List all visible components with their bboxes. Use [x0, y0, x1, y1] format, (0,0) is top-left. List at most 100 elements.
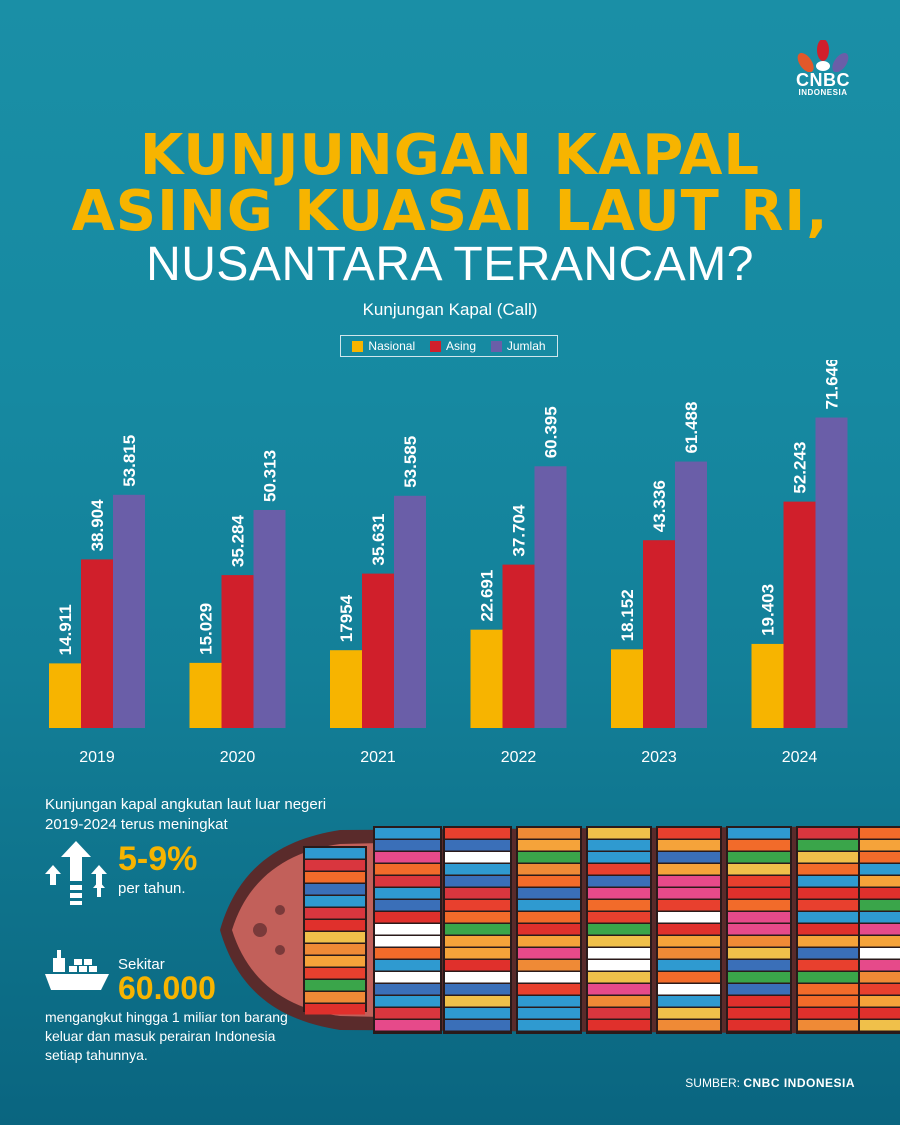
- container: [728, 864, 790, 875]
- brand-sub: INDONESIA: [798, 88, 848, 97]
- container: [445, 840, 510, 851]
- data-label-jumlah-2023: 61.488: [682, 402, 701, 454]
- container: [728, 888, 790, 899]
- container: [518, 948, 580, 959]
- data-label-nasional-2023: 18.152: [618, 589, 637, 641]
- container: [445, 864, 510, 875]
- container: [518, 864, 580, 875]
- container: [375, 996, 440, 1007]
- bar-asing-2019: [81, 559, 113, 728]
- container: [860, 900, 900, 911]
- container: [658, 984, 720, 995]
- data-label-jumlah-2024: 71.646: [823, 360, 842, 410]
- bar-nasional-2022: [470, 629, 503, 728]
- container: [375, 924, 440, 935]
- container: [375, 900, 440, 911]
- container: [588, 828, 650, 839]
- source-label: SUMBER:: [685, 1076, 740, 1090]
- container: [728, 852, 790, 863]
- container: [305, 968, 365, 979]
- container: [305, 896, 365, 907]
- container: [518, 876, 580, 887]
- data-label-asing-2019: 38.904: [88, 499, 107, 552]
- cargo-note: mengangkut hingga 1 miliar ton barang ke…: [45, 1009, 288, 1063]
- container: [728, 1020, 790, 1031]
- container: [658, 912, 720, 923]
- growth-rate-unit: per tahun.: [118, 880, 186, 897]
- container: [375, 852, 440, 863]
- bar-nasional-2019: [49, 663, 81, 728]
- container: [375, 864, 440, 875]
- container: [518, 996, 580, 1007]
- container: [375, 912, 440, 923]
- container: [445, 828, 510, 839]
- container: [728, 828, 790, 839]
- container: [588, 984, 650, 995]
- container: [445, 996, 510, 1007]
- container: [728, 876, 790, 887]
- container: [658, 840, 720, 851]
- container: [658, 888, 720, 899]
- bar-asing-2023: [643, 540, 675, 728]
- data-label-jumlah-2021: 53.585: [401, 436, 420, 488]
- container: [658, 828, 720, 839]
- container: [860, 924, 900, 935]
- bar-nasional-2024: [751, 643, 784, 728]
- container: [375, 840, 440, 851]
- source-value: CNBC INDONESIA: [743, 1076, 855, 1090]
- data-label-asing-2023: 43.336: [650, 480, 669, 532]
- container: [798, 840, 860, 851]
- data-label-asing-2020: 35.284: [229, 515, 248, 568]
- container: [798, 852, 860, 863]
- container: [588, 996, 650, 1007]
- container: [375, 888, 440, 899]
- container: [728, 996, 790, 1007]
- container: [445, 876, 510, 887]
- bar-jumlah-2023: [675, 461, 707, 728]
- container: [860, 936, 900, 947]
- x-tick-label-2020: 2020: [220, 749, 256, 766]
- container: [860, 972, 900, 983]
- container: [860, 948, 900, 959]
- container: [445, 900, 510, 911]
- container: [798, 948, 860, 959]
- container: [798, 972, 860, 983]
- container: [375, 876, 440, 887]
- container: [305, 980, 365, 991]
- growth-note: Kunjungan kapal angkutan laut luar neger…: [45, 796, 327, 833]
- legend-label-nasional: Nasional: [368, 339, 416, 353]
- container: [518, 1020, 580, 1031]
- bar-asing-2024: [783, 501, 816, 728]
- container: [658, 972, 720, 983]
- container: [375, 984, 440, 995]
- container: [445, 936, 510, 947]
- container: [445, 852, 510, 863]
- data-label-nasional-2021: 17954: [337, 594, 356, 642]
- container: [588, 840, 650, 851]
- container: [798, 984, 860, 995]
- x-tick-label-2021: 2021: [360, 749, 396, 766]
- container: [728, 912, 790, 923]
- x-tick-label-2024: 2024: [782, 749, 818, 766]
- growth-arrows-icon: [45, 841, 107, 905]
- container: [305, 1004, 365, 1015]
- container: [518, 912, 580, 923]
- container: [798, 912, 860, 923]
- deck-winch: [253, 923, 267, 937]
- container: [518, 852, 580, 863]
- container: [445, 924, 510, 935]
- container: [588, 912, 650, 923]
- container: [305, 848, 365, 859]
- container: [798, 936, 860, 947]
- x-tick-label-2019: 2019: [79, 749, 115, 766]
- container: [860, 888, 900, 899]
- container: [728, 960, 790, 971]
- x-tick-label-2023: 2023: [641, 749, 677, 766]
- bar-asing-2020: [221, 575, 254, 728]
- container: [658, 876, 720, 887]
- legend-swatch-nasional: [352, 340, 364, 352]
- container: [658, 1008, 720, 1019]
- chart-legend: Nasional Asing Jumlah: [340, 335, 558, 357]
- container: [588, 888, 650, 899]
- container: [305, 956, 365, 967]
